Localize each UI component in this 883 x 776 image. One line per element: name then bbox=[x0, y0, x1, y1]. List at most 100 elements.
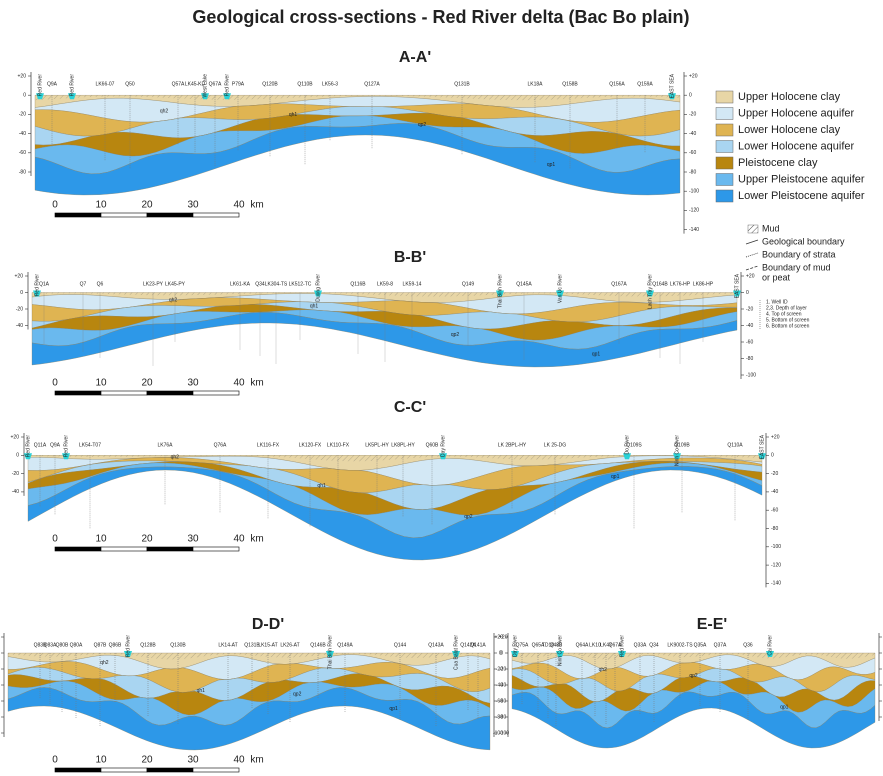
scale-segment bbox=[193, 768, 239, 772]
scale-label: 0 bbox=[52, 378, 58, 389]
depth-tick-label: -40 bbox=[746, 323, 753, 329]
scale-label: 20 bbox=[141, 534, 153, 545]
scale-label: 30 bbox=[187, 378, 199, 389]
line-legend-label: Mud bbox=[762, 223, 780, 233]
legend-swatch bbox=[716, 157, 733, 169]
river-label: Cua Balat River bbox=[453, 635, 459, 670]
well-label: Q37A bbox=[714, 642, 727, 648]
depth-tick-label: 0 bbox=[23, 93, 26, 99]
well-label: LK15-AT bbox=[258, 642, 277, 648]
depth-tick-label: -20 bbox=[496, 666, 503, 672]
scale-segment bbox=[147, 391, 193, 395]
scale-label: 30 bbox=[187, 534, 199, 545]
depth-tick-label: -20 bbox=[746, 306, 753, 312]
depth-tick-label: +20 bbox=[11, 434, 20, 440]
river-label: EAST SEA bbox=[734, 273, 740, 298]
legend-swatch bbox=[716, 91, 733, 103]
well-label: LK76A bbox=[157, 442, 173, 448]
legend-swatch bbox=[716, 141, 733, 153]
scale-segment bbox=[101, 213, 147, 217]
depth-tick-label: -40 bbox=[496, 682, 503, 688]
section-title: E-E' bbox=[697, 616, 727, 633]
legend-label: Lower Pleistocene aquifer bbox=[738, 190, 865, 202]
scale-label: km bbox=[250, 200, 263, 211]
cross-section: B-B'qh2qh1qp2qp1+200-20-40+200-20-40-60-… bbox=[15, 249, 757, 395]
depth-tick-label: -20 bbox=[12, 471, 19, 477]
legend-label: Upper Pleistocene aquifer bbox=[738, 173, 865, 185]
scale-label: 0 bbox=[52, 200, 58, 211]
scale-label: 30 bbox=[187, 755, 199, 766]
scale-segment bbox=[147, 768, 193, 772]
well-label: Q36 bbox=[743, 642, 753, 648]
well-label: Q130B bbox=[170, 642, 186, 648]
scale-segment bbox=[101, 547, 147, 551]
scale-label: 30 bbox=[187, 200, 199, 211]
layer-label: qp2 bbox=[293, 691, 302, 697]
well-label: LK8PL-HY bbox=[391, 442, 415, 448]
depth-tick-label: -40 bbox=[16, 323, 23, 329]
legend-line bbox=[746, 253, 758, 257]
layer-label: qh1 bbox=[289, 112, 298, 118]
well-label: Q57A bbox=[172, 81, 185, 87]
well-label: Q35A bbox=[694, 642, 707, 648]
depth-tick-label: -80 bbox=[19, 169, 26, 175]
depth-tick-label: +20 bbox=[771, 434, 780, 440]
depth-tick-label: +20 bbox=[495, 634, 504, 640]
river-label: Duong River bbox=[315, 274, 321, 302]
scale-label: 0 bbox=[52, 755, 58, 766]
legend-line bbox=[746, 266, 758, 270]
river-label: Van Uc River bbox=[557, 274, 563, 303]
well-label: Q109B bbox=[674, 442, 690, 448]
depth-tick-label: 0 bbox=[689, 93, 692, 99]
well-label: LK116-FX bbox=[257, 442, 280, 448]
layer-label: qh2 bbox=[171, 455, 180, 461]
well-label: Q110B bbox=[297, 81, 313, 87]
well-label: LK5PL-HY bbox=[365, 442, 389, 448]
cross-section: E-E'qh2qp2qp1+200-20-40-60-80-100+200-20… bbox=[493, 616, 883, 748]
well-label: LK14-AT bbox=[218, 642, 237, 648]
well-label: LK61-KA bbox=[230, 281, 251, 287]
scale-segment bbox=[147, 213, 193, 217]
well-label: LK86-HP bbox=[693, 281, 714, 287]
line-legend-label: Boundary of strata bbox=[762, 249, 836, 259]
legend-swatch bbox=[716, 174, 733, 186]
river-label: EAST SEA bbox=[669, 73, 675, 98]
well-legend: 1. Well ID2,3. Depth of layer4. Top of s… bbox=[760, 299, 810, 330]
well-label: Q67A bbox=[209, 81, 222, 87]
line-legend-label: or peat bbox=[762, 272, 791, 282]
scale-label: km bbox=[250, 378, 263, 389]
well-label: Q128B bbox=[140, 642, 156, 648]
layer-label: qp1 bbox=[611, 474, 620, 480]
well-label: Q64A bbox=[576, 642, 589, 648]
layer-label: qp1 bbox=[389, 706, 398, 712]
well-label: Q75A bbox=[516, 642, 529, 648]
well-label: Q145A bbox=[516, 281, 532, 287]
depth-tick-label: -80 bbox=[746, 356, 753, 362]
well-label: Q60B bbox=[426, 442, 439, 448]
legend-hatch bbox=[748, 225, 758, 233]
depth-tick-label: -80 bbox=[496, 714, 503, 720]
scale-label: 10 bbox=[95, 534, 107, 545]
well-label: Q87B bbox=[94, 642, 107, 648]
section-title: A-A' bbox=[399, 49, 431, 66]
depth-tick-label: +20 bbox=[689, 73, 698, 79]
layer-label: qp2 bbox=[451, 332, 460, 338]
depth-tick-label: -20 bbox=[19, 112, 26, 118]
river-label: Ninh Co River bbox=[557, 635, 563, 666]
well-label: Q167A bbox=[611, 281, 627, 287]
well-label: Q158B bbox=[562, 81, 578, 87]
river-label: EAST SEA bbox=[759, 434, 765, 459]
well-label: Q131B bbox=[454, 81, 470, 87]
well-label: Q120B bbox=[262, 81, 278, 87]
well-label: Q80A bbox=[70, 642, 83, 648]
layer-label: qh1 bbox=[197, 688, 206, 694]
depth-tick-label: +20 bbox=[18, 73, 27, 79]
depth-tick-label: -60 bbox=[496, 698, 503, 704]
legend-label: Upper Holocene clay bbox=[738, 91, 841, 103]
river-label: Red River bbox=[37, 74, 43, 97]
well-label: LK45-PY bbox=[165, 281, 186, 287]
figure: Geological cross-sections - Red River de… bbox=[0, 0, 883, 776]
layer-label: qp1 bbox=[780, 705, 789, 711]
river-label: Red River bbox=[69, 74, 75, 97]
depth-tick-label: 0 bbox=[20, 290, 23, 296]
